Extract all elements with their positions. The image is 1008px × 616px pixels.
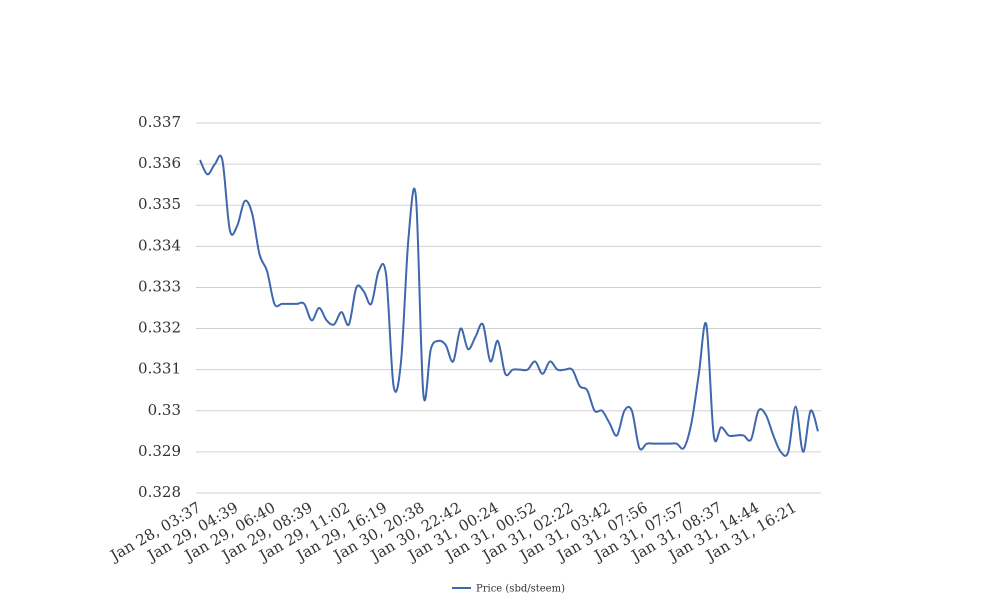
y-tick-label: 0.33	[148, 401, 181, 419]
y-tick-label: 0.332	[138, 319, 181, 337]
y-tick-label: 0.333	[138, 277, 181, 295]
legend-label: Price (sbd/steem)	[476, 584, 565, 595]
y-tick-label: 0.328	[138, 483, 181, 501]
y-tick-label: 0.337	[138, 113, 181, 131]
y-tick-label: 0.335	[138, 195, 181, 213]
legend-item: Price (sbd/steem)	[452, 584, 565, 595]
y-tick-label: 0.329	[138, 442, 181, 460]
price-line	[199, 154, 819, 457]
y-tick-label: 0.334	[138, 236, 181, 254]
y-tick-label: 0.336	[138, 154, 181, 172]
y-tick-label: 0.331	[138, 360, 181, 378]
